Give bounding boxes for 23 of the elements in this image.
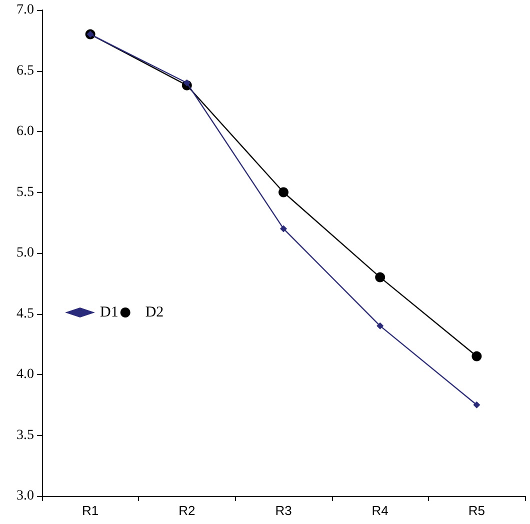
point: [278, 187, 288, 198]
x-tick-label: R2: [178, 503, 196, 518]
y-tick-label: 5.0: [16, 246, 34, 260]
point: [375, 272, 386, 282]
y-tick-label: 7.0: [16, 2, 34, 18]
x-tick-label: R1: [82, 503, 99, 518]
legend-label: D2: [145, 304, 164, 320]
y-tick-label: 4.0: [16, 367, 34, 382]
y-tick-label: 5.5: [16, 184, 34, 200]
x-tick-label: R3: [275, 503, 292, 518]
point: [280, 225, 287, 232]
x-tick-label: R4: [372, 503, 388, 518]
y-tick-label: 4.5: [16, 306, 34, 322]
y-tick-label: 6.0: [16, 124, 34, 139]
y-tick-label: 6.5: [16, 63, 34, 78]
point: [473, 401, 480, 408]
x-tick-label: R5: [468, 503, 486, 518]
point: [376, 322, 384, 330]
point: [472, 351, 482, 362]
y-tick-label: 3.0: [16, 488, 34, 504]
point: [183, 79, 190, 86]
legend-label: D1: [100, 304, 118, 320]
y-tick-label: 3.5: [16, 428, 34, 443]
